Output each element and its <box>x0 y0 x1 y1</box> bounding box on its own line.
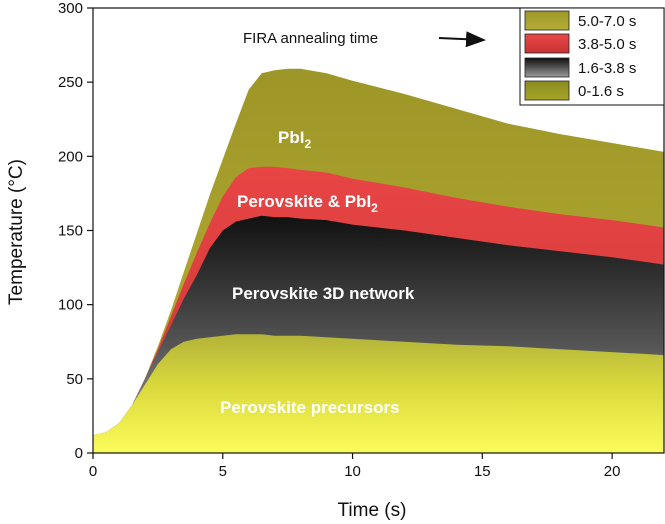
x-axis-title: Time (s) <box>338 500 407 521</box>
legend-swatch-5-7 <box>524 10 570 31</box>
annotation-arrow-icon <box>438 31 486 48</box>
pbi2-label: PbI2 <box>278 128 311 151</box>
y-tick-label: 100 <box>58 297 83 314</box>
legend-label-5-7: 5.0-7.0 s <box>578 13 636 30</box>
x-tick-label: 20 <box>604 463 621 480</box>
x-tick-label: 5 <box>219 463 227 480</box>
fira-annealing-time-label: FIRA annealing time <box>243 30 378 47</box>
legend: 5.0-7.0 s 3.8-5.0 s 1.6-3.8 s 0-1.6 s <box>519 7 665 106</box>
y-axis-title: Temperature (°C) <box>6 159 27 305</box>
perovskite-precursors-label: Perovskite precursors <box>220 398 400 417</box>
y-tick-label: 50 <box>66 371 83 388</box>
legend-swatch-0-1.6 <box>524 80 570 101</box>
y-tick-label: 300 <box>58 0 83 17</box>
perovskite-pbi2-label: Perovskite & PbI2 <box>237 192 378 215</box>
x-tick-label: 15 <box>474 463 491 480</box>
legend-swatch-3.8-5 <box>524 33 570 54</box>
y-tick-label: 200 <box>58 148 83 165</box>
y-tick-label: 150 <box>58 223 83 240</box>
area-layers <box>93 68 664 454</box>
perovskite-3d-network-label: Perovskite 3D network <box>232 284 415 303</box>
x-tick-label: 10 <box>344 463 361 480</box>
legend-label-1.6-3.8: 1.6-3.8 s <box>578 60 636 77</box>
legend-label-0-1.6: 0-1.6 s <box>578 83 624 100</box>
y-tick-label: 0 <box>75 445 83 462</box>
y-tick-label: 250 <box>58 74 83 91</box>
legend-label-3.8-5: 3.8-5.0 s <box>578 36 636 53</box>
area-0-1.6s <box>93 334 664 453</box>
legend-swatch-1.6-3.8 <box>524 57 570 78</box>
x-tick-label: 0 <box>89 463 97 480</box>
